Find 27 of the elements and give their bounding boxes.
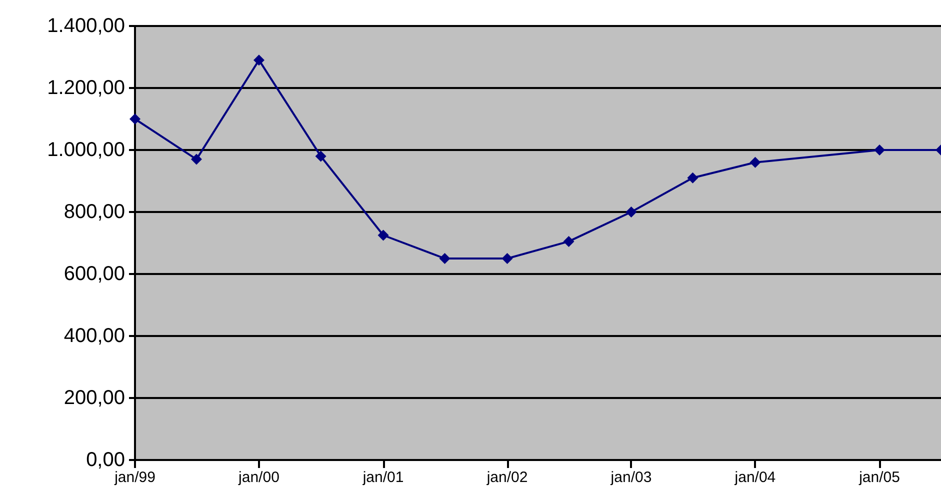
point [626,206,637,218]
point [563,236,574,247]
point [130,114,140,124]
point [750,156,761,168]
point [502,253,513,264]
y-tick-label: 1.000,00 [47,139,125,161]
point [874,144,886,156]
y-tick-label: 200,00 [64,387,125,409]
point [190,154,202,165]
x-tick-label: jan/01 [362,469,404,486]
point [378,230,389,241]
x-tick-label: jan/03 [610,469,652,486]
y-tick-label: 1.400,00 [47,15,125,37]
x-tick-label: jan/00 [238,469,280,486]
y-tick-label: 1.200,00 [47,77,125,99]
point [687,172,698,184]
x-tick-label: jan/04 [734,469,776,486]
point [315,150,326,162]
y-tick-label: 800,00 [64,201,125,223]
point [253,54,264,66]
x-tick-label: jan/99 [114,469,156,486]
x-tick-label: jan/05 [858,469,900,486]
point [439,253,450,264]
y-tick-label: 0,00 [86,449,125,471]
y-tick-label: 600,00 [64,263,125,285]
x-tick-label: jan/02 [486,469,528,486]
y-tick-label: 400,00 [64,325,125,347]
